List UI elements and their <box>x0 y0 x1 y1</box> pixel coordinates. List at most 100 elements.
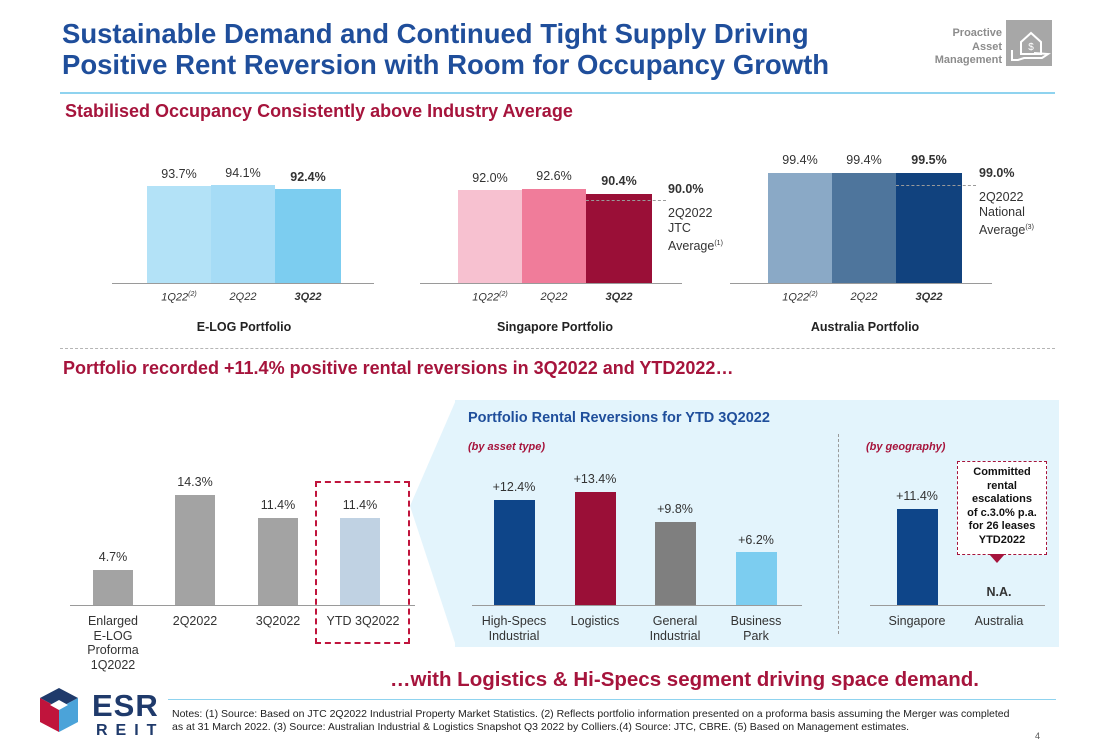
elog-cat-1q22: 1Q22(2) <box>147 291 211 304</box>
sg-label-3q22: 90.4% <box>601 174 637 188</box>
asset-cat-high-specs-line-1: High-Specs <box>481 614 547 628</box>
history-cat-3q2022: 3Q2022 <box>255 614 301 628</box>
ytd-connector <box>410 400 456 646</box>
rental-escalation-callout: Committed rental escalations of c.3.0% p… <box>957 461 1047 555</box>
au-cat-1q22: 1Q22(2) <box>768 291 832 304</box>
sg-ref-line-1: 2Q2022 <box>668 206 713 220</box>
asset-type-subtitle: (by asset type) <box>468 441 546 453</box>
history-cat-enlarged-elog: Enlarged E-LOG Proforma 1Q2022 <box>73 614 153 672</box>
asset-cat-logistics: Logistics <box>570 614 620 628</box>
geo-label-australia: N.A. <box>986 585 1012 599</box>
sg-cat-1q22-text: 1Q22 <box>472 291 500 304</box>
elog-cat-3q22: 3Q22 <box>294 291 322 303</box>
history-cat-1-line-4: 1Q2022 <box>90 657 136 672</box>
sg-jtc-average-label: 2Q2022 JTC Average(1) <box>668 206 723 254</box>
geo-cat-australia: Australia <box>974 614 1024 628</box>
sg-portfolio-title: Singapore Portfolio <box>497 320 613 334</box>
sg-ref-line-2: JTC <box>668 221 691 235</box>
sg-cat-2q22: 2Q22 <box>540 291 568 303</box>
badge-line-3: Management <box>934 54 1002 66</box>
au-ref-line-1: 2Q2022 <box>979 190 1024 204</box>
history-label-ytd-3q2022: 11.4% <box>342 498 378 512</box>
au-ref-line-3: Average(3) <box>979 220 1034 238</box>
au-ref-note: (3) <box>1025 224 1034 231</box>
page-title-line-1: Sustainable Demand and Continued Tight S… <box>62 18 809 49</box>
elog-cat-1q22-note: (2) <box>188 291 197 298</box>
asset-cat-high-specs-line-2: Industrial <box>488 628 540 643</box>
sg-bar-1q22 <box>458 190 522 283</box>
au-bar-2q22 <box>832 173 896 283</box>
history-cat-1-line-1: Enlarged <box>87 614 139 628</box>
au-cat-3q22: 3Q22 <box>915 291 943 303</box>
history-cat-ytd-3q2022: YTD 3Q2022 <box>326 614 400 628</box>
au-portfolio-title: Australia Portfolio <box>810 320 920 334</box>
geography-subtitle: (by geography) <box>866 441 946 453</box>
asset-bar-general-industrial <box>655 522 696 605</box>
au-national-average-line <box>896 185 976 186</box>
elog-bar-2q22 <box>211 185 275 283</box>
au-label-1q22: 99.4% <box>782 153 818 167</box>
panel-title: Portfolio Rental Reversions for YTD 3Q20… <box>468 410 770 426</box>
sg-label-2q22: 92.6% <box>536 169 572 183</box>
au-bar-3q22 <box>896 173 962 283</box>
page-number: 4 <box>1035 731 1041 741</box>
history-label-2q2022: 14.3% <box>177 475 213 489</box>
footer-divider <box>168 699 1056 700</box>
asset-cat-general-industrial: General Industrial <box>635 614 715 643</box>
sg-ref-line-3-text: Average <box>668 239 715 254</box>
sg-cat-3q22: 3Q22 <box>605 291 633 303</box>
elog-portfolio-title: E-LOG Portfolio <box>196 320 292 334</box>
sg-jtc-average-line <box>586 200 666 201</box>
au-label-3q22: 99.5% <box>911 153 947 167</box>
asset-cat-general-line-1: General <box>652 614 698 628</box>
logo-subtext: REIT <box>96 722 165 739</box>
history-label-3q2022: 11.4% <box>260 498 296 512</box>
header-divider <box>60 92 1055 94</box>
sg-jtc-average-value: 90.0% <box>668 182 704 196</box>
asset-label-business-park: +6.2% <box>738 533 774 547</box>
elog-cat-1q22-text: 1Q22 <box>161 291 189 304</box>
sg-ref-note: (1) <box>714 240 723 247</box>
conclusion-text: …with Logistics & Hi-Specs segment drivi… <box>390 668 979 691</box>
sg-label-1q22: 92.0% <box>472 171 508 185</box>
badge-line-2: Asset <box>972 40 1002 53</box>
page-title: Sustainable Demand and Continued Tight S… <box>62 18 922 80</box>
history-cat-1-line-2: E-LOG <box>93 628 133 643</box>
svg-text:$: $ <box>1028 42 1034 53</box>
callout-line-2: rental <box>987 479 1017 492</box>
panel-divider <box>838 434 839 634</box>
ytd-highlight-box <box>315 481 410 644</box>
history-bar-3q2022 <box>258 518 298 605</box>
sg-cat-1q22: 1Q22(2) <box>458 291 522 304</box>
section-heading-occupancy: Stabilised Occupancy Consistently above … <box>65 101 573 121</box>
elog-bar-1q22 <box>147 186 211 283</box>
sg-bar-3q22 <box>586 194 652 283</box>
au-label-2q22: 99.4% <box>846 153 882 167</box>
au-bar-1q22 <box>768 173 832 283</box>
badge-line-1: Proactive <box>952 27 1002 39</box>
asset-baseline <box>472 605 802 606</box>
asset-cat-business-park: Business Park <box>716 614 796 643</box>
au-national-average-value: 99.0% <box>979 166 1015 180</box>
elog-bar-3q22 <box>275 189 341 283</box>
page-title-line-2: Positive Rent Reversion with Room for Oc… <box>62 49 830 80</box>
geo-label-singapore: +11.4% <box>896 489 938 503</box>
elog-baseline <box>112 283 374 284</box>
asset-cat-general-line-2: Industrial <box>649 628 701 643</box>
elog-label-2q22: 94.1% <box>225 166 261 180</box>
asset-cat-business-line-2: Park <box>743 628 769 643</box>
callout-pointer <box>989 554 1005 563</box>
sg-bar-2q22 <box>522 189 586 283</box>
geo-baseline <box>870 605 1045 606</box>
asset-label-general-industrial: +9.8% <box>657 502 693 516</box>
sg-ref-line-3: Average(1) <box>668 236 723 254</box>
house-in-hand-icon: $ <box>1006 20 1052 66</box>
geo-bar-singapore <box>897 509 938 605</box>
section-heading-rental-reversions: Portfolio recorded +11.4% positive renta… <box>63 358 734 378</box>
history-bar-2q2022 <box>175 495 215 605</box>
esr-cube-logo-icon <box>38 686 80 734</box>
asset-bar-business-park <box>736 552 777 605</box>
callout-line-3: escalations <box>972 493 1032 505</box>
asset-label-high-specs: +12.4% <box>492 480 536 494</box>
callout-line-5: for 26 leases <box>968 520 1036 532</box>
